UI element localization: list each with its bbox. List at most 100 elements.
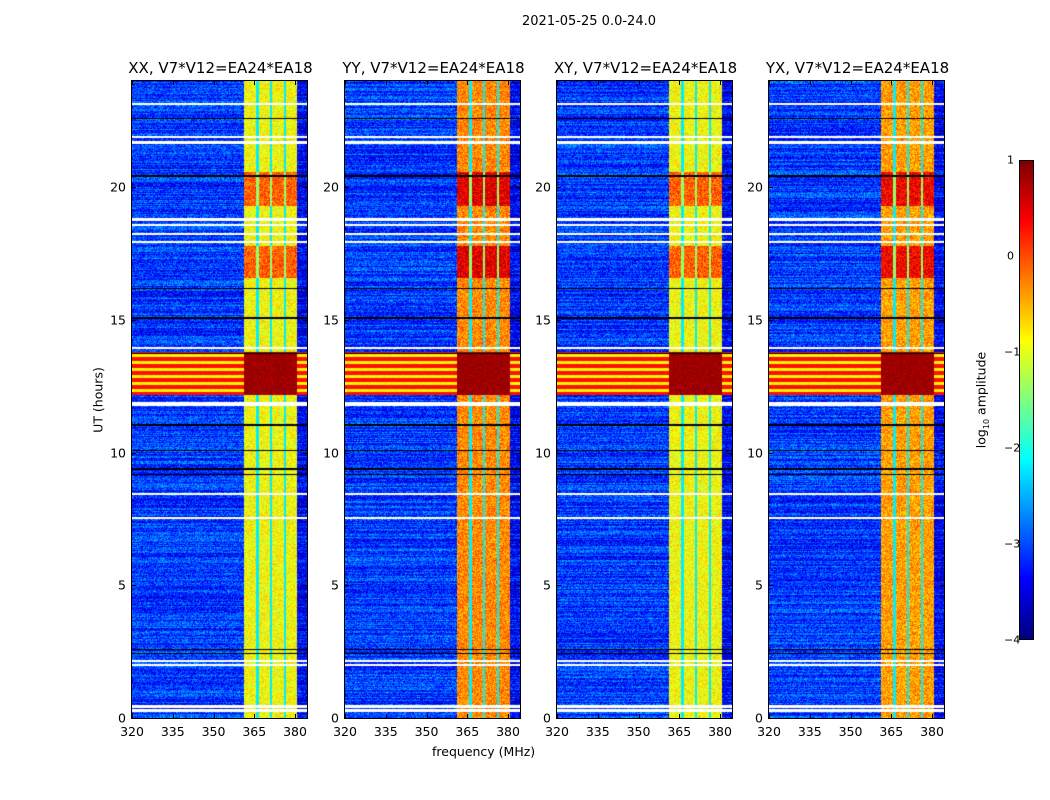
x-tick-mark bbox=[679, 81, 681, 85]
spectrogram-panel: YY, V7*V12=EA24*EA18 320 335 350 365 380 0 5 10 1… bbox=[323, 59, 525, 739]
y-tick-label: 15 bbox=[110, 312, 126, 328]
y-tick-mark bbox=[132, 319, 136, 321]
colorbar-tick-label: −4 bbox=[1004, 633, 1021, 647]
x-tick-mark bbox=[426, 714, 428, 718]
x-tick-mark bbox=[254, 714, 256, 718]
y-tick-label: 20 bbox=[323, 179, 339, 195]
y-tick-mark bbox=[769, 319, 773, 321]
x-tick-mark bbox=[850, 81, 852, 85]
x-tick-label: 380 bbox=[496, 724, 520, 739]
colorbar-tick-label: 1 bbox=[1007, 153, 1014, 167]
y-tick-mark bbox=[303, 452, 307, 454]
y-tick-mark bbox=[345, 585, 349, 587]
y-tick-mark bbox=[132, 187, 136, 189]
y-tick-mark bbox=[769, 718, 773, 719]
y-tick-mark bbox=[516, 452, 520, 454]
colorbar bbox=[1019, 160, 1034, 640]
y-tick-mark bbox=[557, 585, 561, 587]
y-tick-label: 0 bbox=[118, 710, 126, 726]
x-tick-mark bbox=[769, 714, 770, 718]
x-tick-mark bbox=[891, 714, 893, 718]
y-tick-mark bbox=[940, 452, 944, 454]
y-tick-label: 5 bbox=[331, 577, 339, 593]
x-tick-mark bbox=[720, 81, 722, 85]
colorbar-tick-label: −2 bbox=[1004, 441, 1021, 455]
y-tick-label: 15 bbox=[323, 312, 339, 328]
y-tick-label: 10 bbox=[323, 445, 339, 461]
x-tick-label: 350 bbox=[414, 724, 439, 739]
x-tick-label: 335 bbox=[373, 724, 398, 739]
x-tick-mark bbox=[809, 714, 811, 718]
x-tick-mark bbox=[385, 81, 387, 85]
x-tick-mark bbox=[557, 81, 558, 85]
x-tick-label: 380 bbox=[708, 724, 732, 739]
colorbar-tick-label: −3 bbox=[1004, 537, 1021, 551]
y-axis-label: UT (hours) bbox=[90, 367, 106, 433]
y-tick-mark bbox=[303, 319, 307, 321]
y-tick-mark bbox=[557, 319, 561, 321]
y-tick-mark bbox=[557, 718, 561, 719]
y-tick-mark bbox=[303, 187, 307, 189]
y-tick-label: 20 bbox=[110, 179, 126, 195]
x-tick-mark bbox=[345, 714, 346, 718]
x-axis-label: frequency (MHz) bbox=[432, 744, 536, 759]
x-tick-mark bbox=[720, 714, 722, 718]
x-tick-mark bbox=[172, 714, 174, 718]
spectrogram-panel: XY, V7*V12=EA24*EA18 320 335 350 365 380 0 5 10 1… bbox=[535, 59, 737, 739]
x-tick-label: 320 bbox=[333, 724, 357, 739]
x-tick-label: 380 bbox=[283, 724, 307, 739]
spectrogram-heatmap bbox=[345, 81, 520, 718]
x-tick-mark bbox=[213, 81, 215, 85]
x-tick-mark bbox=[932, 714, 934, 718]
y-tick-mark bbox=[728, 718, 732, 719]
x-tick-label: 320 bbox=[120, 724, 144, 739]
x-tick-label: 380 bbox=[920, 724, 944, 739]
x-tick-mark bbox=[597, 714, 599, 718]
panel-title: XX, V7*V12=EA24*EA18 bbox=[128, 59, 313, 77]
y-tick-mark bbox=[940, 585, 944, 587]
x-tick-mark bbox=[295, 81, 297, 85]
x-tick-mark bbox=[295, 714, 297, 718]
x-tick-mark bbox=[385, 714, 387, 718]
y-tick-label: 10 bbox=[535, 445, 551, 461]
y-tick-mark bbox=[557, 187, 561, 189]
x-tick-mark bbox=[769, 81, 770, 85]
x-tick-mark bbox=[172, 81, 174, 85]
y-tick-label: 5 bbox=[755, 577, 763, 593]
y-tick-mark bbox=[769, 187, 773, 189]
y-tick-label: 20 bbox=[747, 179, 763, 195]
y-tick-mark bbox=[516, 187, 520, 189]
x-tick-mark bbox=[638, 81, 640, 85]
x-tick-label: 365 bbox=[667, 724, 692, 739]
x-tick-mark bbox=[557, 714, 558, 718]
y-tick-mark bbox=[940, 718, 944, 719]
y-tick-mark bbox=[940, 319, 944, 321]
x-tick-mark bbox=[679, 714, 681, 718]
y-tick-label: 10 bbox=[110, 445, 126, 461]
x-tick-mark bbox=[508, 714, 510, 718]
y-tick-mark bbox=[516, 585, 520, 587]
y-tick-mark bbox=[303, 585, 307, 587]
x-tick-label: 335 bbox=[585, 724, 610, 739]
x-tick-mark bbox=[891, 81, 893, 85]
x-tick-label: 365 bbox=[455, 724, 480, 739]
y-tick-label: 15 bbox=[747, 312, 763, 328]
x-tick-label: 335 bbox=[797, 724, 822, 739]
x-tick-mark bbox=[467, 81, 469, 85]
y-tick-mark bbox=[516, 718, 520, 719]
y-tick-label: 5 bbox=[118, 577, 126, 593]
colorbar-tick-label: −1 bbox=[1004, 345, 1021, 359]
x-tick-label: 320 bbox=[757, 724, 781, 739]
x-tick-mark bbox=[132, 714, 133, 718]
x-tick-label: 350 bbox=[201, 724, 226, 739]
y-tick-mark bbox=[940, 187, 944, 189]
x-tick-mark bbox=[932, 81, 934, 85]
x-tick-mark bbox=[508, 81, 510, 85]
y-tick-mark bbox=[345, 319, 349, 321]
figure-title: 2021-05-25 0.0-24.0 bbox=[522, 14, 656, 29]
y-tick-mark bbox=[557, 452, 561, 454]
x-tick-mark bbox=[850, 714, 852, 718]
x-tick-label: 365 bbox=[242, 724, 267, 739]
y-tick-mark bbox=[132, 718, 136, 719]
